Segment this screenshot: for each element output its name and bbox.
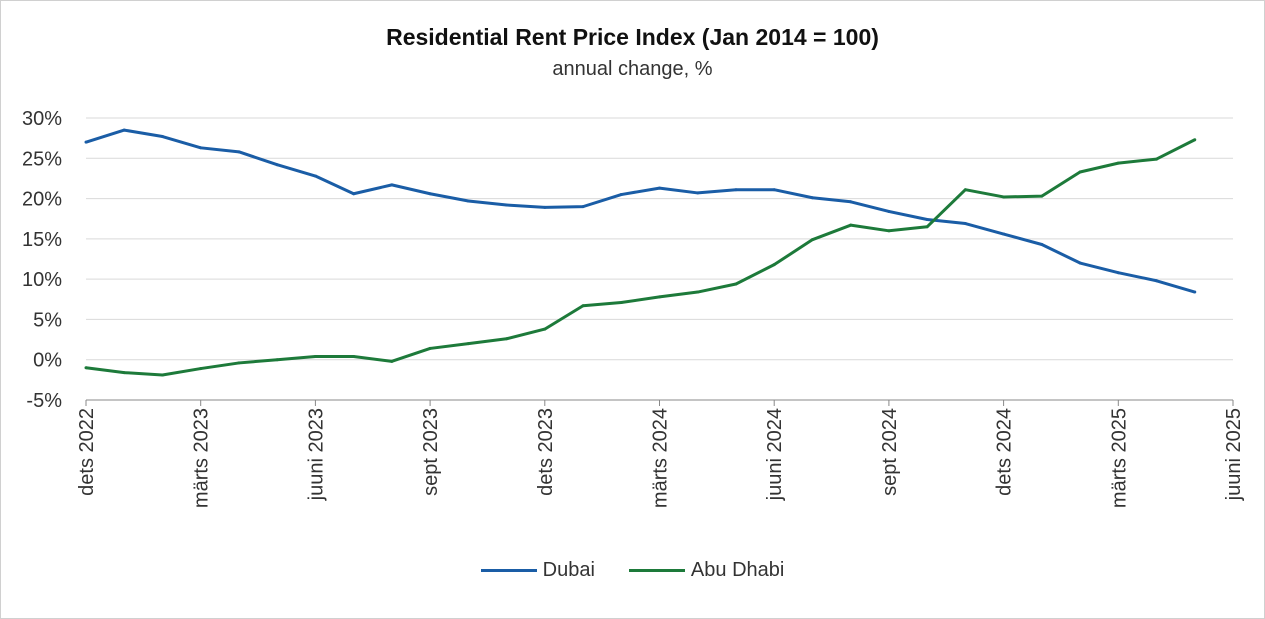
data-point	[963, 222, 967, 226]
data-point	[466, 342, 470, 346]
data-point	[849, 200, 853, 204]
data-point	[925, 225, 929, 229]
data-point	[275, 163, 279, 167]
data-point	[543, 205, 547, 209]
data-point	[543, 327, 547, 331]
data-point	[352, 354, 356, 358]
data-point	[619, 193, 623, 197]
legend-item-dubai: Dubai	[480, 559, 595, 582]
data-point	[505, 337, 509, 341]
data-point	[313, 354, 317, 358]
data-point	[160, 373, 164, 377]
y-tick-label: 25%	[22, 148, 62, 170]
data-point	[428, 346, 432, 350]
data-point	[160, 135, 164, 139]
data-point	[658, 186, 661, 190]
data-point	[810, 196, 814, 200]
data-point	[1193, 138, 1197, 142]
data-point	[84, 366, 88, 370]
data-point	[925, 218, 929, 222]
data-point	[734, 188, 738, 192]
data-point	[581, 304, 585, 308]
legend-item-abu-dhabi: Abu Dhabi	[628, 559, 785, 582]
data-point	[1078, 170, 1082, 174]
data-point	[199, 146, 203, 150]
x-tick-label: märts 2025	[1108, 408, 1130, 508]
data-point	[428, 192, 432, 196]
legend-label-dubai: Dubai	[542, 559, 595, 581]
data-point	[772, 263, 776, 267]
x-tick-label: märts 2023	[191, 408, 213, 508]
series-line-dubai	[85, 128, 1196, 294]
data-point	[1040, 242, 1044, 246]
data-point	[963, 188, 967, 192]
data-point	[352, 192, 356, 196]
data-point	[658, 295, 661, 299]
data-point	[1002, 232, 1006, 236]
x-tick-label: sept 2023	[420, 408, 442, 496]
x-tick-label: juuni 2024	[764, 408, 786, 501]
data-point	[696, 290, 700, 294]
data-point	[1002, 195, 1006, 199]
data-point	[849, 223, 853, 227]
data-point	[734, 282, 738, 286]
chart-title: Residential Rent Price Index (Jan 2014 =…	[386, 24, 879, 50]
data-point	[390, 359, 394, 363]
x-tick-label: dets 2023	[535, 408, 557, 496]
y-tick-label: 15%	[22, 229, 62, 251]
x-tick-label: dets 2022	[76, 408, 98, 496]
legend: Dubai Abu Dhabi	[0, 559, 1265, 582]
legend-swatch-dubai	[480, 569, 537, 572]
x-tick-label: juuni 2023	[305, 408, 327, 501]
y-tick-label: 5%	[33, 309, 62, 331]
series-line-abu-dhabi	[85, 138, 1196, 377]
data-point	[122, 371, 126, 375]
x-tick-label: juuni 2025	[1223, 408, 1245, 501]
legend-swatch-abu-dhabi	[628, 569, 685, 572]
data-point	[1040, 194, 1044, 198]
data-point	[505, 203, 509, 207]
data-point	[237, 361, 241, 365]
legend-label-abu-dhabi: Abu Dhabi	[690, 559, 785, 581]
data-point	[1116, 161, 1120, 165]
y-tick-label: -5%	[26, 390, 62, 412]
data-point	[1155, 279, 1159, 283]
y-tick-label: 20%	[22, 189, 62, 211]
data-point	[581, 205, 585, 209]
data-point	[810, 238, 814, 242]
chart-subtitle: annual change, %	[552, 58, 713, 80]
x-tick-label: dets 2024	[994, 408, 1016, 496]
data-point	[1193, 290, 1197, 294]
data-point	[887, 229, 891, 233]
data-point	[1116, 271, 1120, 275]
data-point	[390, 183, 394, 187]
data-point	[1155, 157, 1159, 161]
data-point	[1078, 261, 1082, 265]
data-point	[237, 150, 241, 154]
data-point	[122, 128, 126, 132]
x-tick-label: märts 2024	[650, 408, 672, 508]
x-tick-label: sept 2024	[879, 408, 901, 496]
data-point	[887, 209, 891, 213]
data-point	[466, 199, 470, 203]
data-point	[696, 191, 700, 195]
data-point	[84, 140, 88, 144]
data-point	[619, 301, 623, 305]
y-tick-label: 0%	[33, 350, 62, 372]
data-point	[772, 188, 776, 192]
data-point	[313, 174, 317, 178]
data-point	[275, 358, 279, 362]
y-tick-label: 10%	[22, 269, 62, 291]
data-point	[199, 367, 203, 371]
y-tick-label: 30%	[22, 108, 62, 130]
